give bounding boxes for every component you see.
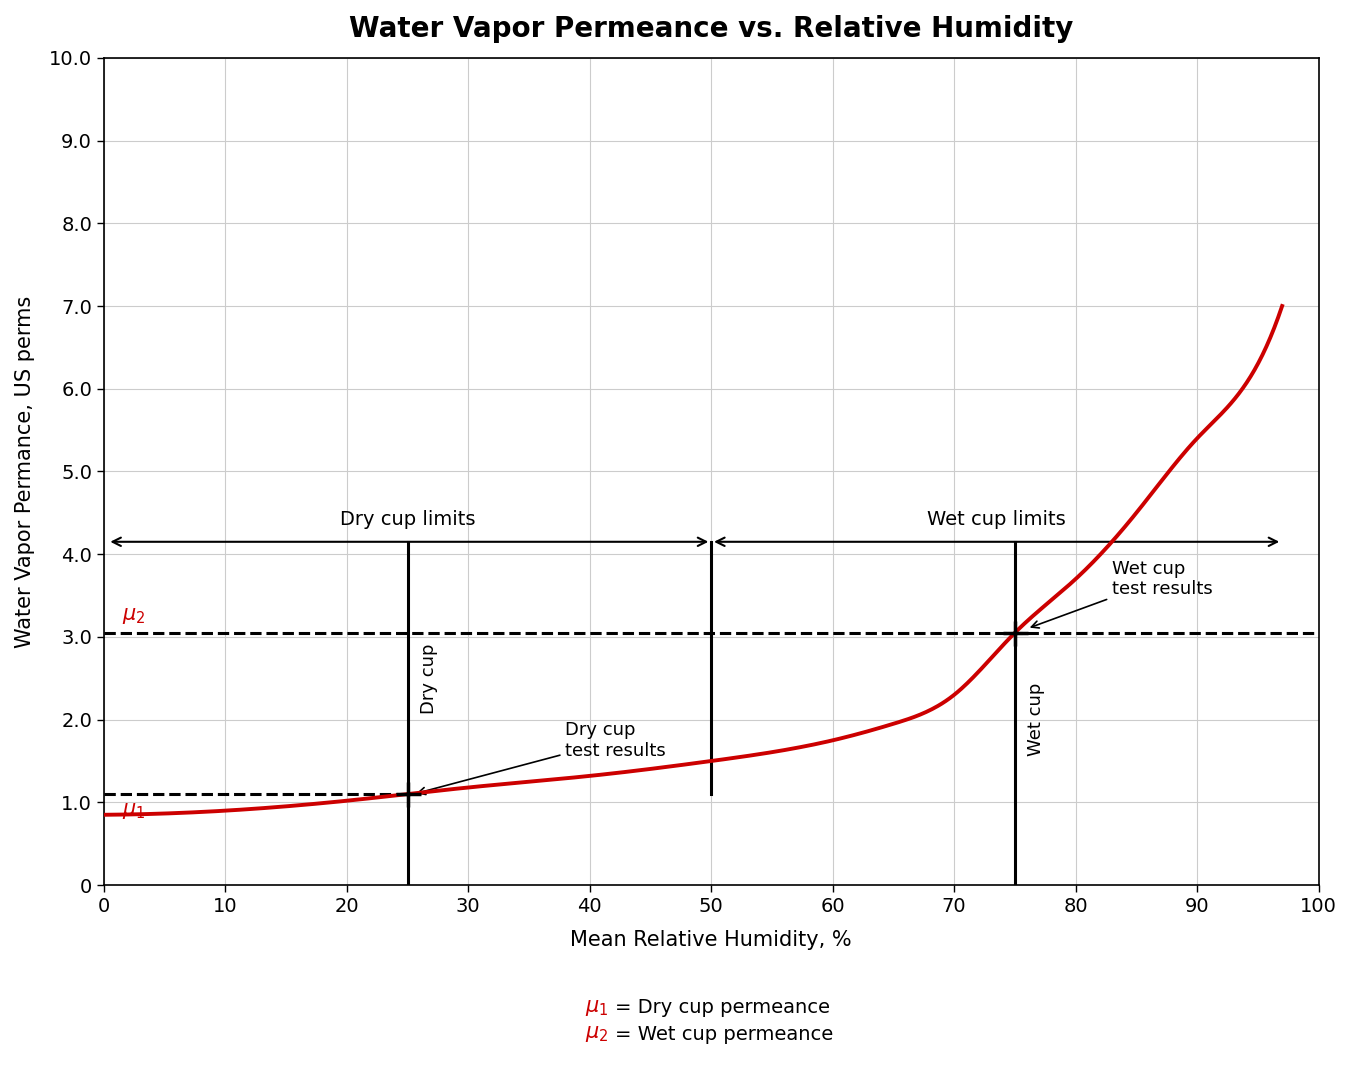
Text: Dry cup: Dry cup bbox=[419, 643, 438, 714]
Text: Dry cup
test results: Dry cup test results bbox=[418, 721, 667, 794]
Title: Water Vapor Permeance vs. Relative Humidity: Water Vapor Permeance vs. Relative Humid… bbox=[349, 15, 1073, 43]
Text: Wet cup: Wet cup bbox=[1028, 683, 1045, 757]
X-axis label: Mean Relative Humidity, %: Mean Relative Humidity, % bbox=[571, 929, 852, 950]
Text: Wet cup
test results: Wet cup test results bbox=[1032, 560, 1213, 628]
Text: = Wet cup permeance: = Wet cup permeance bbox=[615, 1025, 833, 1044]
Text: $\mu_1$: $\mu_1$ bbox=[122, 801, 146, 821]
Text: = Dry cup permeance: = Dry cup permeance bbox=[615, 998, 830, 1017]
Text: $\mu_2$: $\mu_2$ bbox=[122, 606, 146, 626]
Y-axis label: Water Vapor Permance, US perms: Water Vapor Permance, US perms bbox=[15, 296, 35, 647]
Text: Wet cup limits: Wet cup limits bbox=[927, 510, 1065, 530]
Text: Dry cup limits: Dry cup limits bbox=[339, 510, 476, 530]
Text: $\mu_2$: $\mu_2$ bbox=[585, 1025, 608, 1044]
Text: $\mu_1$: $\mu_1$ bbox=[585, 998, 608, 1017]
